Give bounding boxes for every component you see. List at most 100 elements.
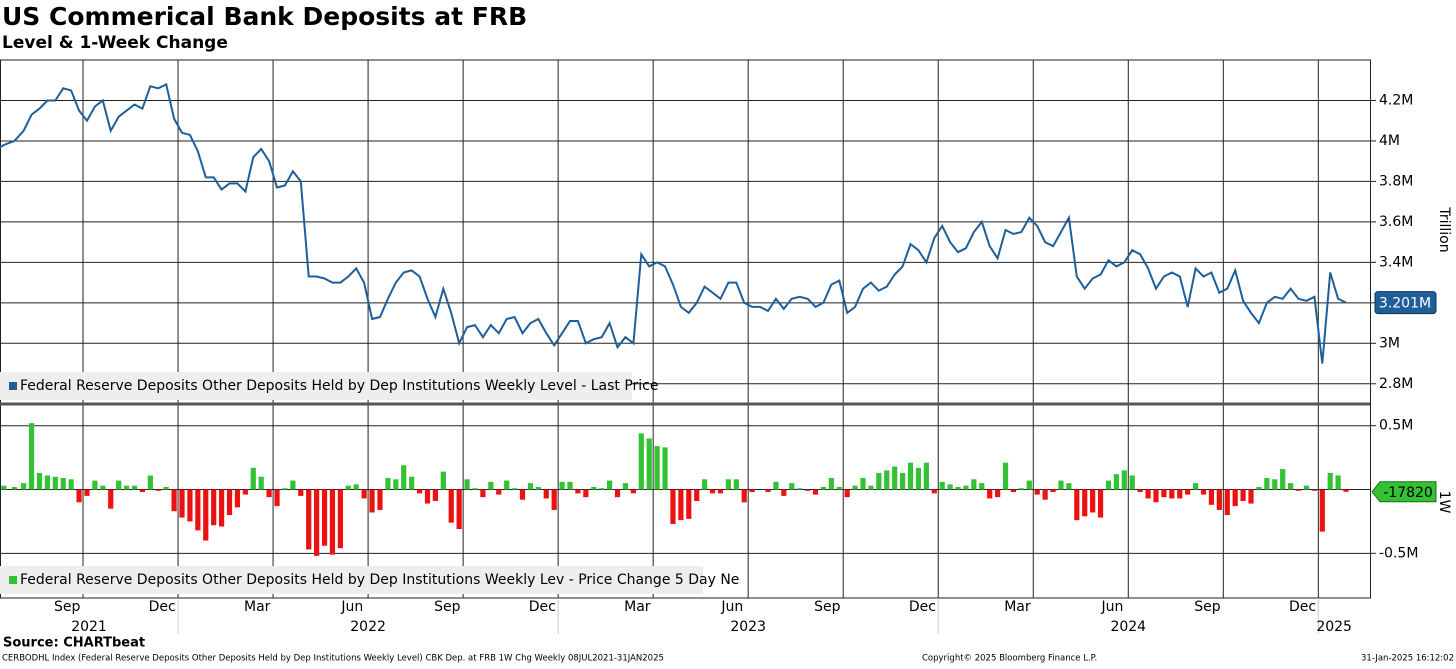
change-bar (377, 489, 383, 510)
change-bar (100, 485, 106, 490)
change-bar (274, 489, 280, 507)
change-bar (1042, 489, 1048, 500)
change-bar (266, 489, 272, 498)
change-bar (876, 472, 882, 490)
copyright: Copyright© 2025 Bloomberg Finance L.P. (922, 654, 1097, 664)
change-bar (1169, 489, 1175, 499)
change-bar (123, 485, 130, 490)
last-value-label: 3.201M (1379, 296, 1431, 312)
change-bar (963, 485, 969, 490)
label-layer: Sep Dec Mar Jun Sep Dec Mar Jun Sep Dec Mar Jun Sep D… (0, 92, 1437, 635)
change-bar (1082, 489, 1088, 517)
change-bar (1010, 489, 1017, 493)
change-bar (1208, 489, 1215, 505)
change-bar (1090, 489, 1096, 513)
change-bar (1097, 489, 1104, 518)
x-tick-label: Dec (1289, 599, 1316, 615)
change-bar (638, 433, 644, 490)
change-bar (812, 489, 819, 495)
chart-subtitle: Level & 1-Week Change (2, 33, 228, 53)
change-bar (741, 489, 747, 503)
mark-layer (0, 82, 1349, 556)
change-bar (464, 479, 470, 490)
year-label: 2021 (71, 619, 107, 635)
x-tick-label: Mar (624, 599, 651, 615)
change-bar (844, 489, 850, 498)
change-bar (218, 489, 225, 527)
change-bar (1185, 489, 1191, 495)
change-bar (1272, 479, 1278, 490)
change-bar (108, 489, 114, 509)
change-bar (1335, 475, 1341, 490)
change-bar (369, 489, 375, 513)
change-bar (1200, 489, 1207, 495)
legend-label: Federal Reserve Deposits Other Deposits … (20, 572, 739, 588)
change-bar (1002, 462, 1009, 490)
year-label: 2022 (350, 619, 386, 635)
change-bar (1, 485, 7, 490)
change-bar (852, 485, 858, 490)
change-bar (258, 476, 264, 490)
change-bar (448, 489, 454, 523)
change-bar (361, 489, 367, 499)
last-value-tag (1371, 481, 1437, 503)
legend-label: Federal Reserve Deposits Other Deposits … (20, 378, 659, 394)
change-bar (765, 489, 771, 493)
change-bar (1288, 483, 1294, 490)
change-bar (1311, 489, 1317, 491)
change-bar (1153, 489, 1159, 503)
change-bar (622, 483, 629, 490)
change-bar (179, 489, 185, 518)
x-tick-label: Sep (434, 599, 461, 615)
change-bar (456, 489, 462, 530)
x-tick-label: Mar (1004, 599, 1031, 615)
change-bar (1264, 478, 1270, 490)
change-bar (1145, 489, 1151, 499)
change-bar (424, 489, 431, 504)
change-bar (773, 481, 779, 490)
change-bar (955, 486, 961, 490)
change-bar (36, 472, 43, 490)
x-tick-label: Jun (1101, 599, 1124, 615)
change-bar (995, 489, 1001, 498)
change-bar (1295, 489, 1302, 491)
y-tick-label: 3.6M (1379, 214, 1413, 230)
change-bar (828, 478, 834, 490)
change-bar (250, 467, 256, 490)
change-bar (614, 489, 621, 498)
change-bar (314, 489, 320, 556)
last-value-label: -17820 (1383, 485, 1433, 501)
level-line (0, 82, 1347, 364)
change-bar (662, 447, 668, 490)
change-bar (496, 489, 502, 495)
change-bar (1192, 483, 1199, 490)
change-bar (939, 481, 945, 490)
change-bar (686, 489, 692, 519)
change-bar (1216, 489, 1222, 510)
change-bar (488, 481, 494, 490)
change-bar (432, 489, 439, 501)
change-bar (393, 479, 399, 490)
legend-swatch (9, 382, 17, 390)
x-tick-label: Sep (54, 599, 81, 615)
change-bar (68, 479, 74, 490)
timestamp: 31-Jan-2025 16:12:02 (1361, 654, 1454, 664)
x-tick-label: Jun (340, 599, 363, 615)
x-tick-label: Mar (244, 599, 271, 615)
change-bar (868, 485, 874, 490)
grid-layer (0, 59, 1376, 634)
y-tick-label: 3.8M (1379, 173, 1413, 189)
change-bar (694, 489, 700, 501)
change-bar (781, 489, 787, 496)
change-bar (654, 446, 660, 490)
change-bar (527, 483, 534, 490)
change-bar (971, 479, 977, 490)
change-bar (480, 489, 486, 498)
y2-axis-label: 1W (1436, 491, 1452, 514)
legend-swatch (9, 576, 17, 584)
change-bar (575, 489, 581, 494)
change-bar (171, 489, 177, 512)
x-tick-label: Sep (814, 599, 841, 615)
